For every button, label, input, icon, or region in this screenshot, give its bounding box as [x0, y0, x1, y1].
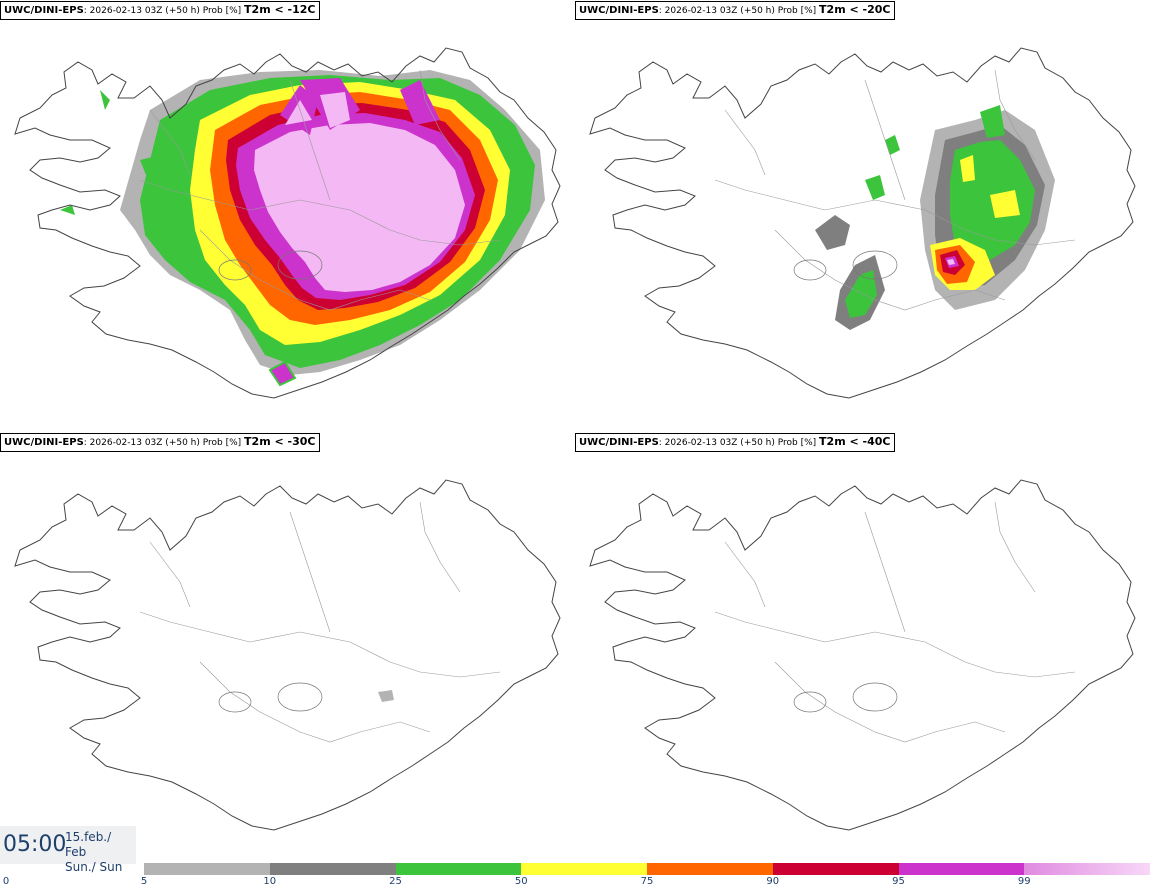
- legend-color-segment: [395, 863, 522, 875]
- parameter-label: T2m < -12C: [244, 3, 316, 16]
- model-name: UWC/DINI-EPS: [579, 5, 659, 16]
- legend-tick-label: 0: [2, 876, 10, 887]
- valid-time-box: 05:00 15.feb./ Feb Sun./ Sun: [0, 826, 136, 874]
- legend-color-segment: [898, 863, 1025, 875]
- iceland-map: [589, 47, 1136, 399]
- legend-tick-label: 90: [766, 876, 780, 887]
- map-panel-t2m-below-40c: UWC/DINI-EPS: 2026-02-13 03Z (+50 h) Pro…: [575, 432, 1150, 864]
- legend-tick-label: 10: [263, 876, 277, 887]
- legend-color-segment: [144, 863, 271, 875]
- map-panel-t2m-below-12c: UWC/DINI-EPS: 2026-02-13 03Z (+50 h) Pro…: [0, 0, 575, 432]
- parameter-label: T2m < -20C: [819, 3, 891, 16]
- model-name: UWC/DINI-EPS: [4, 437, 84, 448]
- iceland-map: [14, 479, 561, 831]
- panel-title: UWC/DINI-EPS: 2026-02-13 03Z (+50 h) Pro…: [575, 433, 895, 452]
- legend-color-segment: [269, 863, 396, 875]
- date-line-2: Sun./ Sun: [65, 860, 123, 874]
- legend-color-segment: [521, 863, 648, 875]
- map-panel-t2m-below-30c: UWC/DINI-EPS: 2026-02-13 03Z (+50 h) Pro…: [0, 432, 575, 864]
- legend-tick-label: 25: [389, 876, 402, 887]
- probability-legend: [144, 863, 1150, 875]
- legend-color-segment: [772, 863, 899, 875]
- iceland-map: [589, 479, 1136, 831]
- run-info: : 2026-02-13 03Z (+50 h) Prob [%]: [83, 6, 242, 16]
- run-info: : 2026-02-13 03Z (+50 h) Prob [%]: [658, 6, 817, 16]
- panel-title: UWC/DINI-EPS: 2026-02-13 03Z (+50 h) Pro…: [0, 433, 320, 452]
- parameter-label: T2m < -40C: [819, 435, 891, 448]
- panel-title: UWC/DINI-EPS: 2026-02-13 03Z (+50 h) Pro…: [0, 1, 320, 20]
- legend-tick-label: 75: [640, 876, 654, 887]
- iceland-map: [14, 47, 561, 399]
- legend-tick-label: 50: [514, 876, 528, 887]
- legend-color-segment: [647, 863, 774, 875]
- parameter-label: T2m < -30C: [244, 435, 316, 448]
- model-name: UWC/DINI-EPS: [579, 437, 659, 448]
- legend-color-segment: [1024, 863, 1150, 875]
- run-info: : 2026-02-13 03Z (+50 h) Prob [%]: [83, 438, 242, 448]
- legend-tick-label: 5: [140, 876, 148, 887]
- run-info: : 2026-02-13 03Z (+50 h) Prob [%]: [658, 438, 817, 448]
- valid-time: 05:00: [3, 832, 67, 857]
- map-panel-t2m-below-20c: UWC/DINI-EPS: 2026-02-13 03Z (+50 h) Pro…: [575, 0, 1150, 432]
- valid-date: 15.feb./ Feb Sun./ Sun: [65, 830, 136, 875]
- panel-title: UWC/DINI-EPS: 2026-02-13 03Z (+50 h) Pro…: [575, 1, 895, 20]
- date-line-1: 15.feb./ Feb: [65, 830, 112, 859]
- legend-tick-label: 99: [1017, 876, 1031, 887]
- model-name: UWC/DINI-EPS: [4, 5, 84, 16]
- legend-tick-label: 95: [892, 876, 905, 887]
